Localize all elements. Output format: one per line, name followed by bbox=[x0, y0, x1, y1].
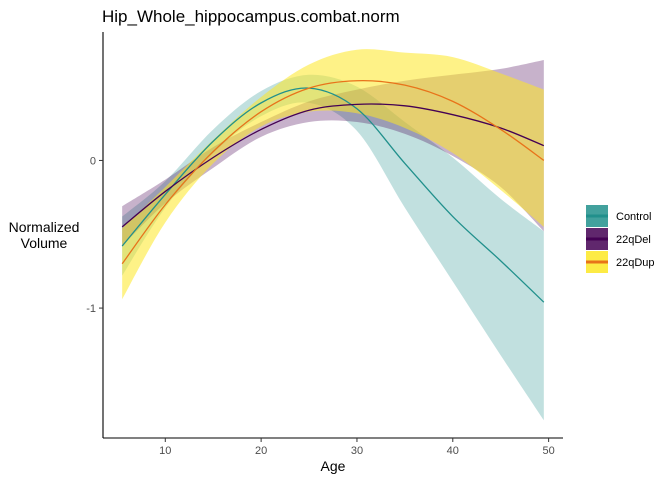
y-tick-label: 0 bbox=[90, 155, 96, 167]
axes: 10 20 30 40 50 -1 0 bbox=[86, 32, 563, 457]
x-tick-label: 40 bbox=[447, 445, 459, 457]
legend-label-control: Control bbox=[616, 211, 651, 223]
x-axis-label: Age bbox=[321, 458, 346, 474]
legend-item-22qdup: 22qDup bbox=[586, 251, 655, 273]
x-tick-label: 50 bbox=[543, 445, 555, 457]
y-tick-label: -1 bbox=[86, 303, 96, 315]
series-line-22qdup bbox=[121, 79, 545, 265]
confidence-band-control bbox=[122, 74, 544, 421]
x-tick-label: 10 bbox=[159, 445, 171, 457]
y-axis-label-line-1: Normalized bbox=[9, 219, 80, 235]
legend-label-22qdup: 22qDup bbox=[616, 257, 655, 269]
legend-item-control: Control bbox=[586, 205, 651, 227]
x-tick-label: 20 bbox=[255, 445, 267, 457]
legend-item-22qdel: 22qDel bbox=[586, 228, 651, 250]
chart-title: Hip_Whole_hippocampus.combat.norm bbox=[102, 7, 400, 26]
y-axis-label-line-2: Volume bbox=[21, 235, 68, 251]
legend-label-22qdel: 22qDel bbox=[616, 234, 651, 246]
legend: Control 22qDel 22qDup bbox=[586, 205, 655, 273]
series-line-22qdel bbox=[121, 103, 545, 228]
x-tick-label: 30 bbox=[351, 445, 363, 457]
ribbon-layer bbox=[122, 49, 544, 421]
line-layer bbox=[121, 79, 545, 303]
series-line-control bbox=[121, 87, 545, 303]
